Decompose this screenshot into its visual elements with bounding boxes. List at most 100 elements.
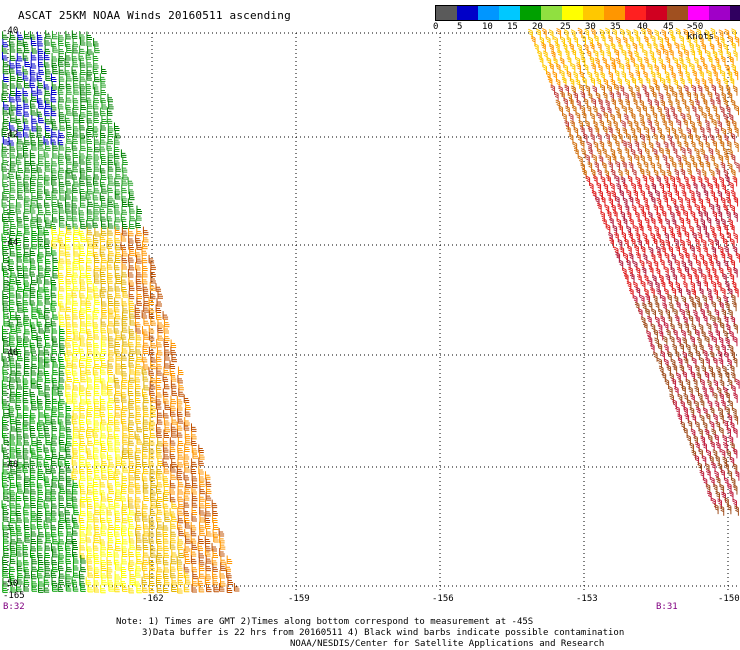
- wind-barb: [2, 556, 8, 565]
- wind-barb: [641, 266, 647, 278]
- wind-barb: [615, 57, 621, 68]
- wind-barb: [15, 87, 22, 96]
- wind-barb: [143, 408, 149, 418]
- wind-barb: [93, 156, 100, 166]
- wind-barb: [120, 331, 127, 340]
- wind-barb: [15, 59, 22, 69]
- wind-barb: [171, 576, 177, 586]
- wind-barb: [31, 310, 37, 320]
- wind-barb: [690, 428, 696, 439]
- wind-barb: [644, 147, 650, 159]
- wind-barb: [156, 429, 162, 438]
- wind-barb: [685, 288, 691, 299]
- wind-barb: [128, 290, 135, 300]
- wind-barb: [58, 164, 65, 173]
- wind-barb: [562, 112, 567, 124]
- wind-barb: [632, 281, 638, 292]
- wind-barb: [79, 324, 86, 334]
- wind-barb: [16, 527, 22, 536]
- wind-barb: [134, 318, 141, 328]
- wind-barb: [673, 78, 678, 89]
- wind-barb: [100, 136, 106, 145]
- wind-barb: [589, 55, 595, 67]
- wind-barb: [85, 325, 92, 335]
- wind-barb: [150, 479, 156, 489]
- wind-barb: [80, 220, 86, 229]
- wind-barb: [149, 472, 155, 482]
- wind-barb: [689, 154, 695, 166]
- wind-barb: [577, 27, 583, 39]
- wind-barb: [732, 245, 738, 256]
- wind-barb: [690, 335, 695, 347]
- wind-barb: [86, 493, 92, 503]
- wind-barb: [72, 220, 78, 229]
- wind-barb: [36, 443, 43, 453]
- wind-barb: [148, 325, 155, 334]
- wind-barb: [647, 119, 652, 130]
- wind-barb: [162, 311, 169, 320]
- wind-barb: [16, 556, 23, 566]
- wind-barb: [107, 282, 114, 292]
- wind-barb: [729, 364, 735, 376]
- wind-barb: [631, 76, 637, 88]
- wind-barb: [114, 436, 121, 446]
- wind-barb: [634, 84, 640, 96]
- wind-barb: [142, 226, 149, 236]
- wind-barb: [52, 583, 58, 592]
- wind-barb: [128, 234, 134, 244]
- wind-barb: [71, 304, 78, 314]
- wind-barb: [644, 237, 650, 249]
- wind-barb: [108, 458, 114, 468]
- wind-barb: [600, 175, 606, 187]
- wind-barb: [128, 352, 135, 362]
- wind-barb: [702, 245, 708, 257]
- wind-barb: [64, 248, 71, 257]
- wind-barb: [43, 283, 50, 293]
- wind-barb: [183, 569, 190, 579]
- wind-barb: [617, 238, 623, 250]
- wind-barb: [38, 416, 44, 426]
- wind-barb: [135, 331, 142, 341]
- wind-barb: [662, 154, 668, 165]
- wind-barb: [31, 276, 37, 286]
- wind-barb: [717, 41, 722, 53]
- wind-barb: [190, 521, 197, 531]
- wind-barb: [115, 542, 121, 552]
- wind-barb: [156, 311, 162, 320]
- wind-barb: [690, 393, 695, 404]
- wind-barb: [169, 443, 176, 452]
- wind-barb: [1, 163, 8, 172]
- wind-barb: [550, 50, 556, 61]
- wind-barb: [51, 479, 57, 488]
- wind-barb: [79, 437, 86, 446]
- wind-barb: [44, 296, 51, 305]
- wind-barb: [107, 170, 114, 180]
- wind-barb: [218, 583, 225, 592]
- wind-barb: [622, 105, 627, 116]
- wind-barb: [689, 98, 694, 110]
- wind-barb: [718, 301, 724, 312]
- wind-barb: [644, 90, 650, 102]
- wind-barb: [707, 55, 713, 67]
- wind-barb: [99, 535, 106, 545]
- wind-barb: [114, 185, 121, 195]
- wind-barb: [43, 149, 50, 158]
- wind-barb: [29, 31, 36, 40]
- wind-barb: [45, 247, 51, 257]
- wind-barb: [643, 196, 648, 207]
- wind-barb: [8, 352, 15, 362]
- wind-barb: [101, 387, 107, 396]
- wind-barb: [113, 548, 120, 558]
- wind-barb: [150, 360, 156, 370]
- wind-barb: [611, 98, 616, 109]
- wind-barb: [107, 443, 114, 452]
- wind-barb: [86, 486, 93, 495]
- wind-barb: [199, 507, 205, 516]
- wind-barb: [44, 339, 51, 348]
- wind-barb: [94, 73, 100, 83]
- wind-barb: [170, 346, 176, 356]
- wind-barb: [36, 458, 43, 467]
- wind-barb: [9, 576, 16, 585]
- wind-barb: [689, 189, 695, 201]
- wind-barb: [680, 112, 686, 123]
